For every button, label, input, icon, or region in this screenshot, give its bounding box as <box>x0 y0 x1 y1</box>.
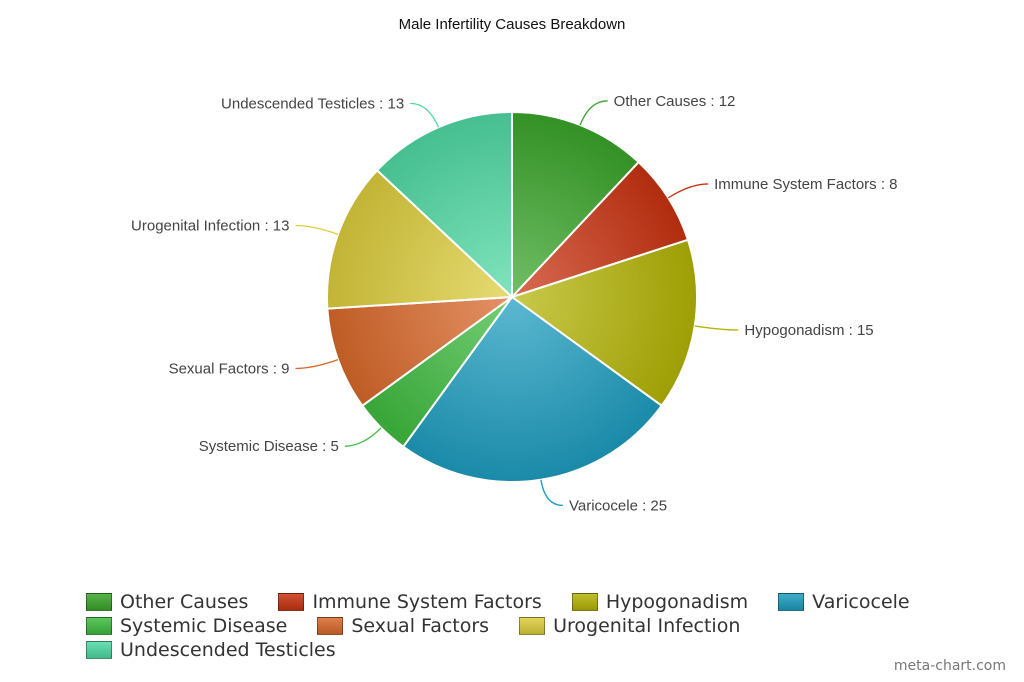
legend-item[interactable]: Hypogonadism <box>571 591 749 613</box>
legend-swatch <box>317 617 344 635</box>
legend-row: Undescended Testicles <box>86 638 986 662</box>
slice-labels: Other Causes : 12 Immune System Factors :… <box>131 93 898 515</box>
slice-label: Hypogonadism : 15 <box>744 322 873 339</box>
label-connector <box>295 359 339 370</box>
legend-swatch <box>778 593 805 611</box>
pie-slice <box>375 110 513 300</box>
legend-item[interactable]: Other Causes <box>86 591 248 613</box>
legend-swatch <box>519 617 546 635</box>
legend-label: Urogenital Infection <box>553 615 741 637</box>
label-connector <box>344 427 382 447</box>
slice-label: Other Causes : 12 <box>614 93 736 110</box>
legend-row: Other Causes Immune System Factors Hypogon… <box>86 590 986 614</box>
pie-slice <box>326 295 516 408</box>
legend-item[interactable]: Sexual Factors <box>317 615 489 637</box>
pie-slice <box>511 110 641 300</box>
label-connector <box>410 102 440 128</box>
legend-row: Systemic Disease Sexual Factors Urogenital… <box>86 614 986 638</box>
slice-label: Urogenital Infection : 13 <box>131 218 289 235</box>
label-connector <box>295 224 339 235</box>
pie-slices <box>326 110 698 483</box>
pie-slice <box>511 160 690 298</box>
legend-label: Systemic Disease <box>120 615 288 637</box>
legend-item[interactable]: Varicocele <box>778 591 910 613</box>
slice-label: Undescended Testicles : 13 <box>221 95 404 112</box>
legend-swatch <box>278 593 305 611</box>
legend-swatch <box>86 641 112 659</box>
pie-slice <box>326 168 515 310</box>
slice-label: Immune System Factors : 8 <box>714 176 897 193</box>
legend-label: Sexual Factors <box>351 615 490 637</box>
legend-item[interactable]: Undescended Testicles <box>86 639 336 661</box>
pie-slice <box>401 295 664 483</box>
slice-label: Systemic Disease : 5 <box>199 438 339 455</box>
legend-swatch <box>571 593 598 611</box>
legend-label: Hypogonadism <box>605 591 749 613</box>
label-connector <box>540 479 564 507</box>
label-connector <box>694 325 739 331</box>
chart-legend: Other Causes Immune System Factors Hypogon… <box>86 590 986 662</box>
legend-item[interactable]: Systemic Disease <box>86 615 287 637</box>
legend-swatch <box>86 617 112 635</box>
slice-label: Varicocele : 25 <box>569 497 667 514</box>
legend-item[interactable]: Immune System Factors <box>278 591 542 613</box>
legend-label: Varicocele <box>812 591 910 613</box>
slice-label: Sexual Factors : 9 <box>169 360 290 377</box>
label-connector <box>667 183 709 199</box>
legend-label: Immune System Factors <box>312 591 542 613</box>
legend-swatch <box>86 593 112 611</box>
legend-label: Undescended Testicles <box>120 639 336 661</box>
chart-title: Male Infertility Causes Breakdown <box>399 16 626 33</box>
legend-item[interactable]: Urogenital Infection <box>519 615 740 637</box>
watermark: meta-chart.com <box>893 658 1006 674</box>
label-connector <box>579 100 608 126</box>
pie-slice <box>509 238 698 408</box>
legend-label: Other Causes <box>120 591 249 613</box>
